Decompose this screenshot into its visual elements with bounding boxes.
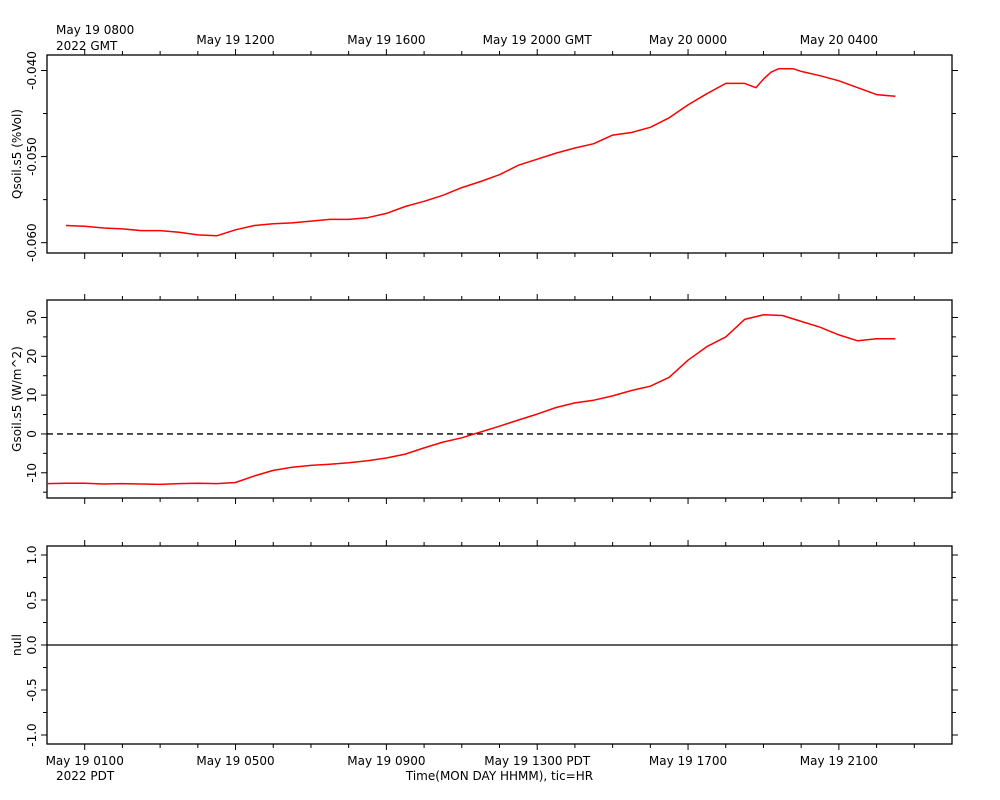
pdt-tick-label: May 19 1300 PDT [484, 754, 591, 768]
gmt-tick-label: May 19 1200 [196, 33, 274, 47]
y-tick-label: 0.0 [25, 635, 39, 654]
plot-frame-soil-heat-flux [46, 299, 953, 499]
series-line-soil-heat-flux [46, 314, 896, 486]
panel-soil-heat-flux: -10 0 10 20 30 Gsoil.s5 (W/m^2) [10, 294, 958, 504]
y-axis-label: Gsoil.s5 (W/m^2) [10, 346, 24, 452]
panel-null: -1.0 -0.5 0.0 0.5 1.0 null [10, 540, 958, 750]
time-axis-labels: May 19 0800 2022 GMT May 19 1200 May 19 160… [46, 23, 878, 783]
pdt-tick-label: May 19 0500 [196, 754, 274, 768]
gmt-tick-label: May 20 0000 [649, 33, 727, 47]
y-tick-label: 0 [25, 430, 39, 438]
gmt-tick-label: May 20 0400 [800, 33, 878, 47]
y-axis-label: Qsoil.s5 (%Vol) [10, 109, 24, 199]
pdt-tick-label: May 19 0100 [46, 754, 124, 768]
y-axis-label: null [10, 634, 24, 656]
panel-soil-moisture: -0.060 -0.050 -0.040 Qsoil.s5 (%Vol) [10, 49, 958, 262]
series-line-soil-moisture [65, 68, 896, 237]
y-tick-label: -0.5 [25, 678, 39, 701]
y-tick-label: -0.060 [25, 223, 39, 262]
gmt-tick-label: May 19 1600 [347, 33, 425, 47]
y-tick-label: -0.040 [25, 51, 39, 90]
pdt-year-label: 2022 PDT [56, 769, 115, 783]
gmt-start-label: May 19 0800 [56, 23, 134, 37]
pdt-tick-label: May 19 1700 [649, 754, 727, 768]
y-tick-label: 20 [25, 349, 39, 364]
pdt-tick-label: May 19 0900 [347, 754, 425, 768]
y-tick-label: -10 [25, 463, 39, 483]
y-tick-label: -1.0 [25, 723, 39, 746]
gmt-year-label: 2022 GMT [56, 39, 118, 53]
y-tick-label: 1.0 [25, 545, 39, 564]
pdt-tick-label: May 19 2100 [800, 754, 878, 768]
x-axis-title: Time(MON DAY HHMM), tic=HR [405, 769, 593, 783]
gmt-tick-label: May 19 2000 GMT [483, 33, 593, 47]
y-tick-label: -0.050 [25, 137, 39, 176]
plot-frame-soil-moisture [46, 54, 953, 254]
y-tick-label: 0.5 [25, 590, 39, 609]
y-tick-label: 30 [25, 310, 39, 325]
y-tick-label: 10 [25, 387, 39, 402]
